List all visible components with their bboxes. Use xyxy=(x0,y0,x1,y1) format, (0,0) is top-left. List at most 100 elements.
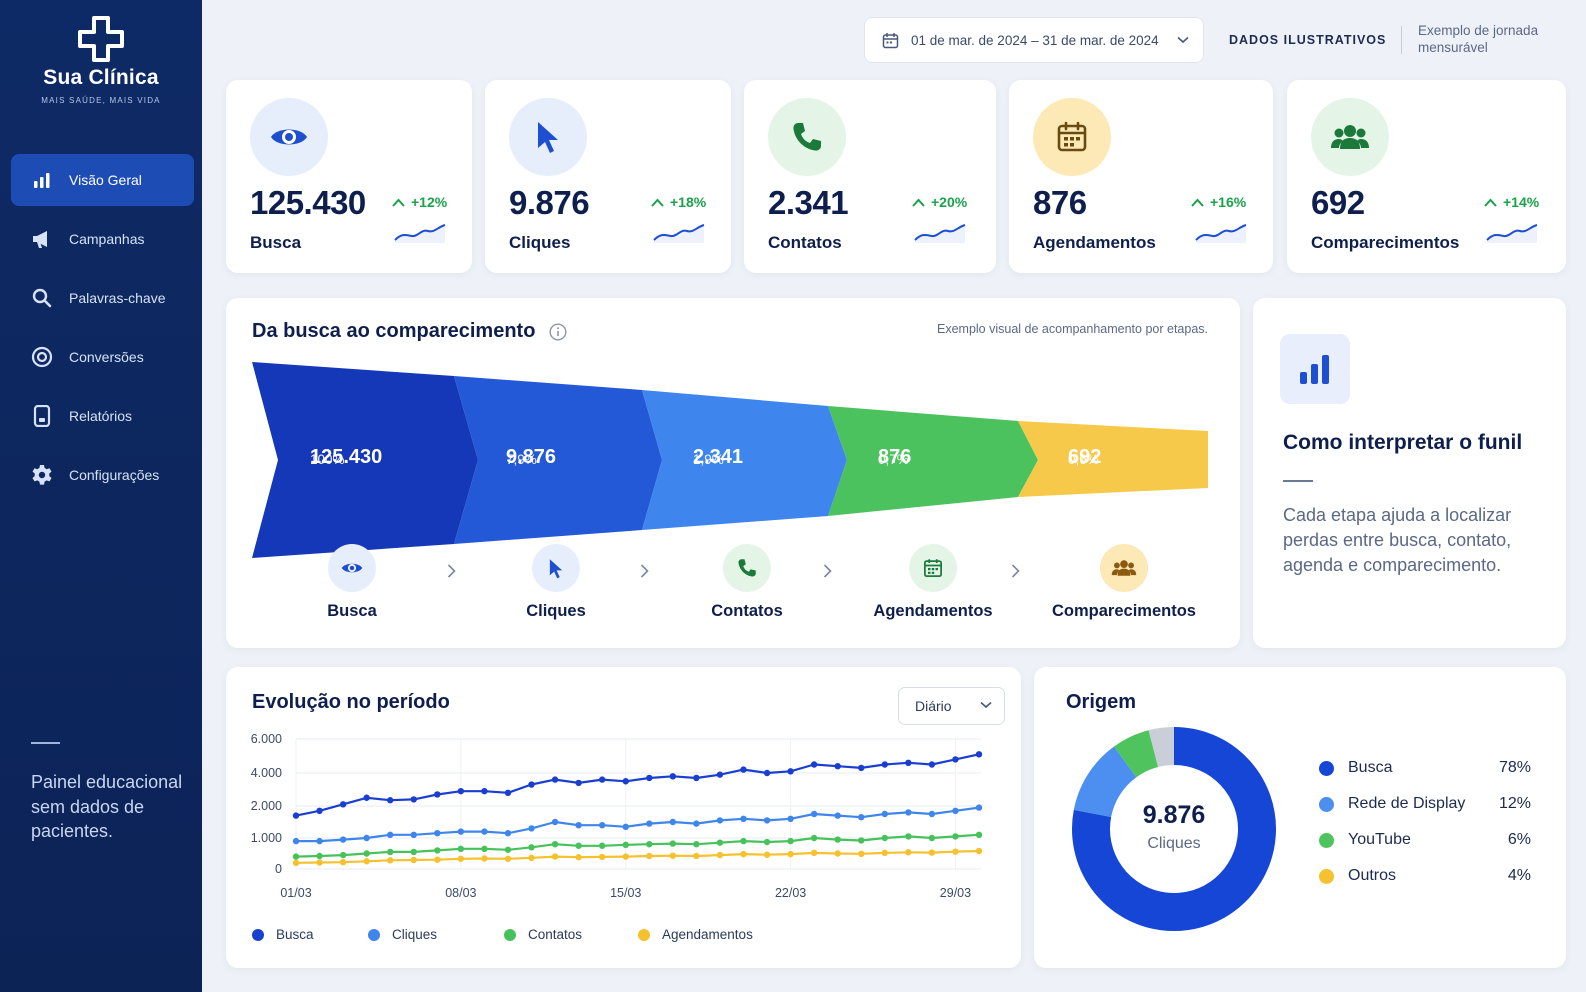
nav-label: Palavras-chave xyxy=(69,290,166,306)
origem-legend-youtube: YouTube 6% xyxy=(1319,831,1531,849)
target-icon xyxy=(31,346,53,368)
data-point xyxy=(858,837,865,844)
bar-chart-icon xyxy=(31,169,53,191)
nav-item-visao-geral[interactable]: Visão Geral xyxy=(11,154,194,206)
x-tick-label: 15/03 xyxy=(610,886,641,900)
nav-item-relatorios[interactable]: Relatórios xyxy=(11,390,194,442)
funnel-segment-agendamentos xyxy=(828,406,1038,516)
data-point xyxy=(434,791,441,798)
data-point xyxy=(551,776,559,783)
kpi-delta-text: +18% xyxy=(670,194,707,210)
data-point xyxy=(410,856,417,864)
trend-up-icon xyxy=(651,198,664,207)
data-point xyxy=(740,850,747,858)
funnel-segment-cliques xyxy=(454,376,662,544)
data-point xyxy=(363,794,370,801)
kpi-value: 876 xyxy=(1033,184,1087,221)
y-tick-label: 1.000 xyxy=(251,831,282,845)
kpi-delta: +14% xyxy=(1484,194,1539,210)
data-point xyxy=(810,849,818,857)
sidebar-note: Painel educacional sem dados de paciente… xyxy=(31,772,183,841)
data-point xyxy=(622,841,629,849)
legend-item-contatos: Contatos xyxy=(504,927,582,942)
data-point xyxy=(810,761,818,768)
legend-label: Agendamentos xyxy=(662,927,753,942)
nav-label: Campanhas xyxy=(69,231,145,247)
data-point xyxy=(669,840,677,847)
nav-item-configuracoes[interactable]: Configurações xyxy=(11,449,194,501)
date-range-picker[interactable]: 01 de mar. de 2024 – 31 de mar. de 2024 xyxy=(864,17,1204,63)
data-point xyxy=(952,833,959,840)
nav-item-palavras-chave[interactable]: Palavras-chave xyxy=(11,272,194,324)
data-point xyxy=(457,855,465,862)
sparkline-icon xyxy=(1195,224,1247,243)
chevron-down-icon xyxy=(1177,36,1189,44)
kpi-delta-text: +14% xyxy=(1503,194,1540,210)
data-point xyxy=(787,850,794,858)
stage-label: Comparecimentos xyxy=(1052,602,1196,620)
people-icon xyxy=(1311,98,1389,176)
y-tick-label: 2.000 xyxy=(251,799,282,813)
data-point xyxy=(669,818,677,826)
data-point xyxy=(457,828,465,835)
x-tick-label: 08/03 xyxy=(445,886,476,900)
funnel-title-text: Da busca ao comparecimento xyxy=(252,320,536,342)
data-point xyxy=(528,844,535,851)
data-point xyxy=(905,833,912,840)
kpi-label: Busca xyxy=(250,233,302,252)
data-point xyxy=(716,839,724,846)
data-point xyxy=(481,845,488,853)
data-point xyxy=(787,837,794,845)
data-point xyxy=(575,854,582,861)
info-icon[interactable] xyxy=(549,322,567,341)
data-point xyxy=(928,834,936,842)
nav-item-campanhas[interactable]: Campanhas xyxy=(11,213,194,265)
stage-contatos: Contatos xyxy=(667,544,827,621)
funnel-card: Da busca ao comparecimento Exemplo visua… xyxy=(226,298,1240,648)
cursor-icon xyxy=(509,98,587,176)
legend-dot xyxy=(504,928,516,941)
chevron-right-icon xyxy=(823,564,832,578)
x-tick-label: 22/03 xyxy=(775,886,806,900)
kpi-delta-text: +20% xyxy=(931,194,968,210)
legend-item-agendamentos: Agendamentos xyxy=(638,927,753,942)
stage-label: Busca xyxy=(327,602,377,620)
data-point xyxy=(434,847,441,854)
x-tick-label: 01/03 xyxy=(280,886,311,900)
line-chart: 6.000 4.000 2.000 1.000 0 01/03 08/03 15/03 22/0… xyxy=(251,732,983,900)
data-point xyxy=(646,852,653,860)
legend-label: Outros xyxy=(1348,867,1397,884)
legend-label: Cliques xyxy=(392,927,438,942)
period-select[interactable]: Diário xyxy=(898,687,1005,725)
kpi-card-busca: 125.430 Busca +12% xyxy=(226,80,472,273)
data-point xyxy=(339,851,347,859)
data-point xyxy=(858,814,865,821)
legend-dot xyxy=(1319,832,1334,848)
data-point xyxy=(410,831,417,838)
kpi-card-contatos: 2.341 Contatos +20% xyxy=(744,80,996,273)
legend-dot xyxy=(1319,796,1334,812)
calendar-icon xyxy=(882,32,899,48)
origem-legend-outros: Outros 4% xyxy=(1319,867,1531,885)
data-point xyxy=(363,850,370,857)
nav-item-conversoes[interactable]: Conversões xyxy=(11,331,194,383)
donut-wrap: 9.876 Cliques xyxy=(1070,725,1278,933)
data-point xyxy=(434,830,441,837)
data-point xyxy=(834,850,841,857)
interpret-card: Como interpretar o funil Cada etapa ajud… xyxy=(1253,298,1566,648)
kpi-label: Contatos xyxy=(768,233,842,252)
kpi-delta: +16% xyxy=(1191,194,1246,210)
topbar-divider xyxy=(1401,26,1402,54)
data-point xyxy=(410,796,417,803)
data-point xyxy=(763,817,771,824)
y-tick-label: 0 xyxy=(275,862,282,876)
data-point xyxy=(316,852,323,860)
legend-item-busca: Busca xyxy=(252,927,314,942)
data-point xyxy=(928,849,936,856)
data-point xyxy=(693,841,700,848)
data-point xyxy=(316,807,323,814)
origem-title: Origem xyxy=(1066,691,1137,713)
data-point xyxy=(528,854,535,862)
data-point xyxy=(363,834,370,842)
funnel-segment-contatos xyxy=(642,390,847,530)
